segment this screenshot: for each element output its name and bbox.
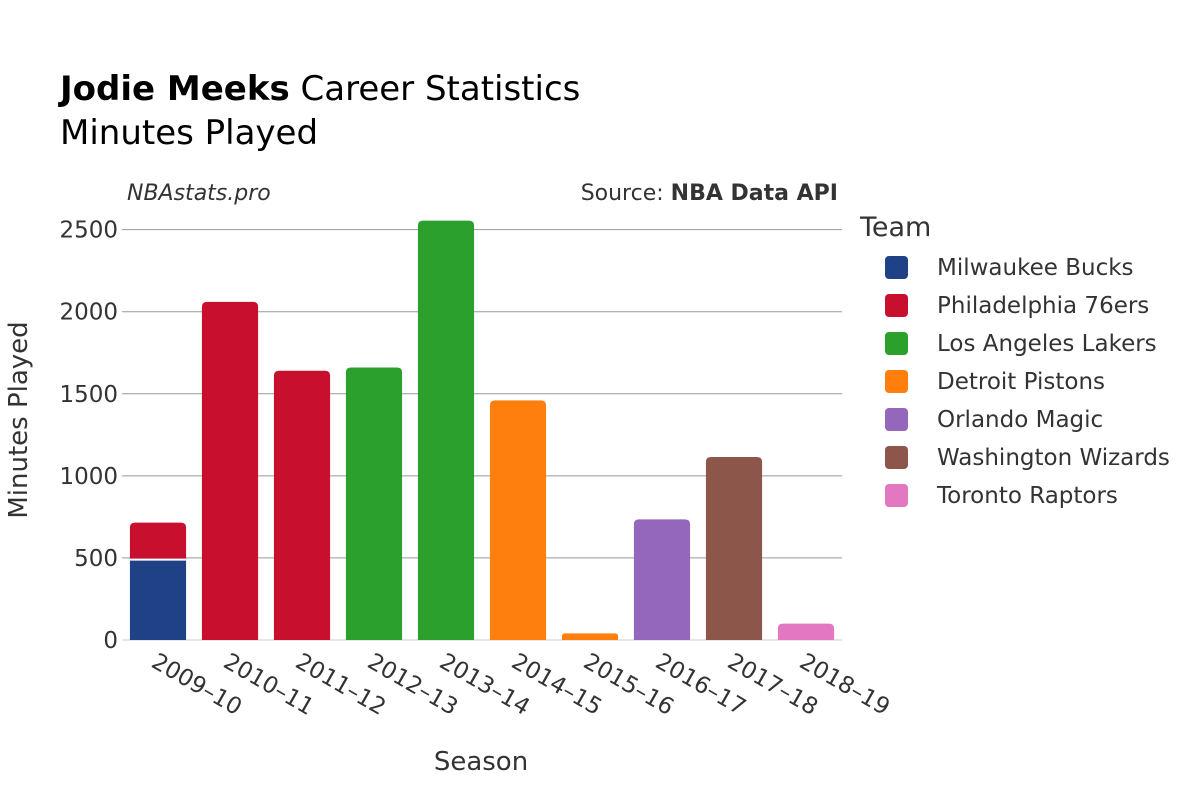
x-axis-title: Season (434, 747, 528, 777)
legend-swatch (885, 370, 908, 393)
bar-segment (561, 633, 619, 640)
legend-swatch (885, 484, 908, 507)
legend: Team Milwaukee Bucks Philadelphia 76ers Lo… (859, 212, 1170, 509)
legend-title: Team (859, 212, 931, 243)
legend-label: Washington Wizards (937, 445, 1170, 471)
legend-swatch (885, 294, 908, 317)
x-axis-ticks: 2009–102010–112011–122012–132013–142014–… (147, 649, 894, 721)
title-rest: Career Statistics (290, 69, 581, 109)
source-credit: Source: NBA Data API (581, 181, 838, 206)
source-name: NBA Data API (671, 181, 838, 206)
y-tick-label: 1000 (59, 464, 118, 490)
bars (129, 220, 835, 640)
bar-segment (777, 623, 835, 640)
legend-label: Milwaukee Bucks (937, 255, 1134, 281)
bar-segment (417, 220, 475, 640)
legend-label: Philadelphia 76ers (937, 293, 1149, 319)
legend-swatch (885, 332, 908, 355)
y-axis-title: Minutes Played (4, 321, 34, 518)
legend-swatch (885, 446, 908, 469)
legend-label: Detroit Pistons (937, 369, 1105, 395)
source-prefix: Source: (581, 181, 671, 206)
bar-segment (489, 400, 547, 640)
legend-label: Los Angeles Lakers (937, 331, 1157, 357)
legend-label: Toronto Raptors (936, 483, 1118, 509)
title-player: Jodie Meeks (58, 69, 290, 109)
bar-segment (705, 456, 763, 640)
bar-segment (273, 370, 331, 640)
y-tick-label: 500 (74, 546, 118, 572)
bar-segment (345, 367, 403, 640)
bar-segment (201, 301, 259, 640)
chart-title: Jodie Meeks Career Statistics (58, 69, 580, 109)
y-tick-label: 2000 (59, 300, 118, 326)
y-tick-label: 1500 (59, 382, 118, 408)
chart-subtitle: Minutes Played (60, 113, 318, 153)
legend-label: Orlando Magic (937, 407, 1103, 433)
legend-swatch (885, 408, 908, 431)
y-tick-label: 2500 (59, 218, 118, 244)
y-axis-ticks: 0 500 1000 1500 2000 2500 (59, 218, 118, 654)
bar-segment (129, 522, 187, 560)
site-credit: NBAstats.pro (127, 181, 271, 206)
legend-swatch (885, 256, 908, 279)
bar-segment (129, 559, 187, 640)
bar-segment (633, 519, 691, 640)
y-tick-label: 0 (103, 628, 118, 654)
